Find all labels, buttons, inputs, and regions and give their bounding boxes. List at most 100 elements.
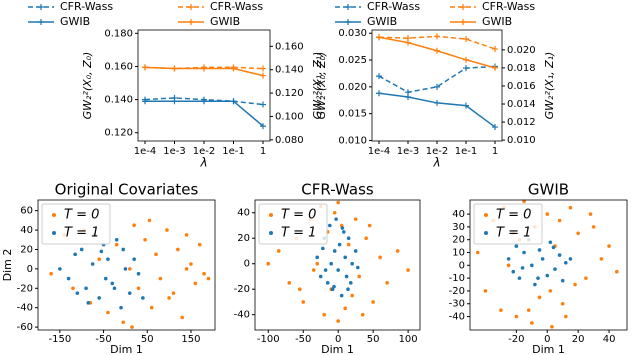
scatter-point	[121, 320, 126, 325]
scatter-point	[346, 287, 350, 292]
scatter-point	[202, 271, 206, 276]
legend-label: GWIB	[210, 15, 240, 28]
legend-box	[258, 203, 328, 245]
x-tick-label: 1e-2	[193, 146, 216, 157]
legend-label: T = 1	[496, 226, 531, 241]
point-marker	[230, 65, 237, 72]
point-marker	[376, 34, 382, 41]
point-marker	[434, 83, 440, 90]
scatter-point	[530, 263, 534, 268]
y-tick-label: -30	[449, 299, 465, 310]
point-marker	[142, 64, 148, 71]
scatter-point	[378, 255, 382, 260]
scatter-point	[573, 282, 577, 287]
y-tick-label: 40	[237, 208, 250, 219]
plot-frame	[137, 29, 271, 142]
y-tick-label: -20	[449, 286, 465, 297]
y2-tick-label: 0.018	[507, 63, 536, 74]
y-tick-label: 0.160	[104, 61, 133, 72]
x-tick-label: 1	[260, 146, 266, 157]
x-tick-label: 1e-4	[134, 146, 157, 157]
y-tick-label: 0.140	[104, 95, 133, 106]
point-marker	[376, 73, 382, 80]
scatter-point	[550, 324, 554, 329]
scatter-point	[545, 273, 550, 278]
scatter-point	[206, 276, 211, 281]
legend-marker	[188, 19, 194, 25]
x-tick-label: 20	[572, 334, 585, 345]
legend-marker	[269, 213, 273, 217]
scatter-point	[106, 310, 110, 315]
scatter-point	[615, 269, 619, 274]
scatter-point	[355, 265, 360, 270]
x-tick-label: -150	[49, 334, 72, 345]
series-line	[378, 65, 496, 93]
scatter-point	[127, 291, 132, 295]
x-tick-label: 1e-2	[426, 146, 449, 157]
point-marker	[492, 45, 498, 52]
scatter-point	[548, 240, 553, 245]
x-tick-label: 0	[544, 334, 550, 345]
scatter-point	[371, 300, 375, 304]
scatter-point	[323, 268, 328, 272]
scatter-point	[328, 223, 332, 228]
scatter-point	[564, 260, 568, 265]
y2-tick-label: 0.140	[275, 65, 304, 76]
scatter-point	[154, 252, 158, 257]
y-tick-label: 0.020	[338, 82, 367, 93]
scatter-point	[132, 257, 136, 261]
scatter-point	[506, 263, 511, 268]
x-tick-label: -100	[257, 334, 280, 345]
legend-label: T = 1	[64, 226, 99, 241]
scatter-point	[344, 274, 349, 279]
scatter-point	[584, 276, 588, 280]
scatter-point	[184, 233, 189, 237]
x-tick-label: 1e-4	[368, 146, 391, 157]
x-tick-label: 1e-1	[455, 146, 478, 157]
chart-title: GWIB	[528, 181, 569, 199]
point-marker	[463, 56, 469, 63]
scatter-point	[557, 253, 562, 257]
y2-tick-label: 0.014	[507, 99, 536, 110]
x-axis-label: λ	[432, 156, 440, 170]
y2-axis-label: GW₂²(X₁, Z₁)	[543, 52, 556, 120]
scatter-point	[167, 296, 171, 300]
scatter-point	[112, 286, 117, 291]
scatter-point	[475, 250, 480, 255]
point-marker	[463, 65, 469, 72]
scatter-point	[75, 291, 80, 295]
series-line	[145, 100, 264, 127]
x-tick-label: 150	[181, 334, 200, 345]
x-tick-label: 50	[141, 334, 154, 345]
scatter-point	[193, 281, 198, 286]
scatter-point	[599, 257, 604, 261]
legend-label: CFR-Wass	[60, 0, 113, 13]
x-axis-label: Dim 1	[532, 343, 565, 355]
scatter-point	[132, 223, 136, 228]
point-marker	[405, 94, 411, 101]
scatter-point	[90, 262, 95, 266]
point-marker	[434, 33, 440, 40]
scatter-point	[315, 261, 320, 266]
scatter-point	[353, 249, 358, 253]
y-tick-label: -40	[17, 303, 33, 314]
scatter-point	[385, 281, 389, 285]
y-axis-label: GW₂²(X₀, Z₀)	[315, 52, 328, 120]
chart-title: Original Covariates	[55, 181, 199, 199]
scatter-point	[136, 271, 141, 276]
y2-tick-label: 0.160	[275, 41, 304, 52]
y-tick-label: -40	[234, 310, 250, 321]
scatter-point	[536, 276, 540, 280]
x-tick-label: 1e-3	[397, 146, 420, 157]
y2-tick-label: 0.080	[275, 135, 304, 146]
series-line	[378, 92, 496, 128]
legend-label: GWIB	[60, 15, 90, 28]
y-tick-label: -20	[234, 284, 250, 295]
point-marker	[260, 123, 266, 130]
scatter-point	[97, 296, 101, 300]
legend-marker	[345, 4, 351, 10]
point-marker	[434, 99, 440, 106]
y2-tick-label: 0.120	[275, 88, 304, 99]
scatter-point	[540, 257, 545, 261]
